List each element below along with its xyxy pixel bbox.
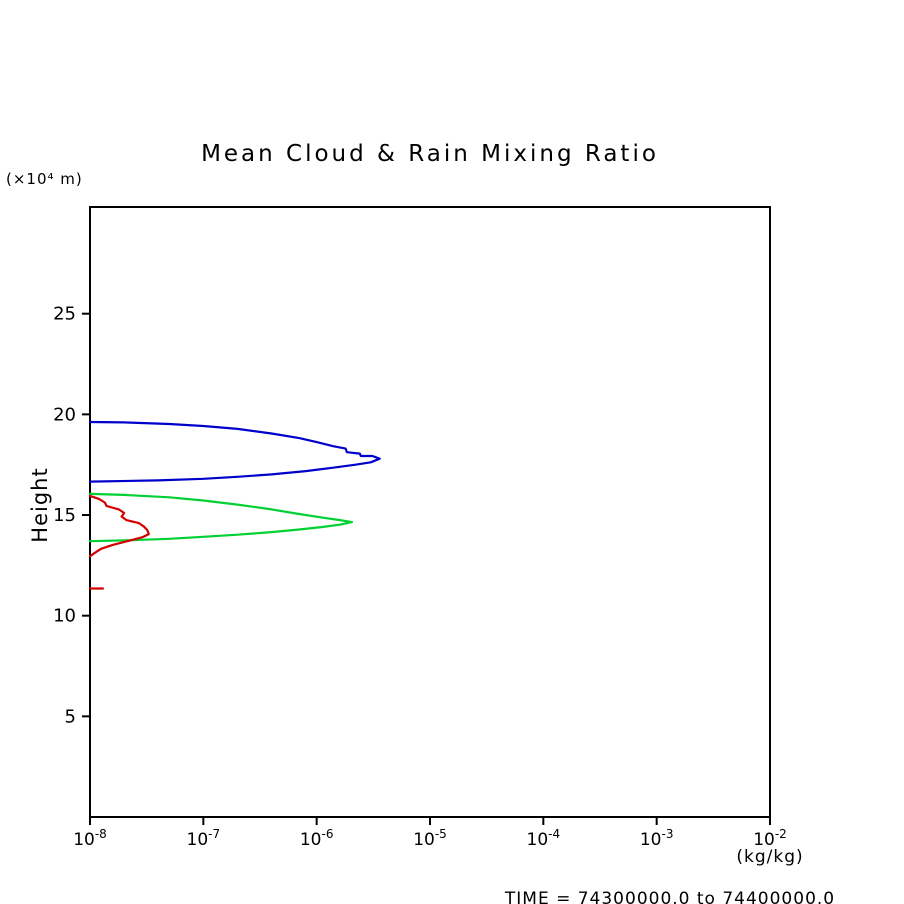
series-upper-profile-blue — [88, 420, 381, 483]
plot-frame — [89, 206, 771, 818]
series-middle-profile-green — [88, 492, 354, 543]
x-axis-tick-label: 10-6 — [300, 827, 334, 850]
x-axis-tick-label: 10-8 — [73, 827, 107, 850]
chart-title: Mean Cloud & Rain Mixing Ratio — [201, 141, 659, 167]
y-axis-tick-label: 15 — [53, 505, 76, 526]
y-axis-tick-label: 20 — [53, 404, 76, 425]
x-axis-tick-label: 10-5 — [413, 827, 447, 850]
y-axis-unit-label: (×10⁴ m) — [6, 170, 83, 188]
x-axis-tick-label: 10-2 — [753, 827, 787, 850]
x-axis-tick-label: 10-4 — [527, 827, 561, 850]
time-range-footer: TIME = 74300000.0 to 74400000.0 — [504, 889, 836, 904]
x-axis-unit-label: (kg/kg) — [736, 847, 804, 867]
y-axis-tick-label: 10 — [53, 606, 76, 627]
y-axis-tick-label: 5 — [65, 706, 76, 727]
x-axis-tick-label: 10-3 — [640, 827, 674, 850]
series-lower-profile-red — [88, 494, 150, 558]
y-axis-tick-label: 25 — [53, 304, 76, 325]
x-axis-tick-label: 10-7 — [187, 827, 221, 850]
